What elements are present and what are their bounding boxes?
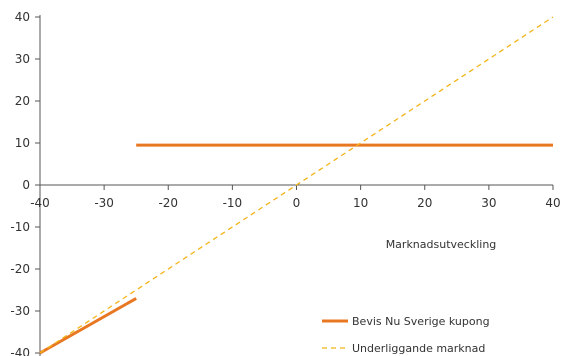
labels-layer: -40 -30 -20 -10 0 10 20 30 40 -40 -30 -20 -10 0 10 20 30… [10, 10, 560, 356]
x-tick-label: -30 [94, 196, 114, 210]
y-tick-label: -40 [10, 346, 30, 356]
legend-label-0: Bevis Nu Sverige kupong [352, 315, 490, 328]
legend-label-1: Underliggande marknad [352, 342, 485, 355]
x-axis-title: Marknadsutveckling [386, 238, 497, 251]
x-tick-label: 20 [417, 196, 432, 210]
y-tick-label: 40 [15, 10, 30, 24]
y-tick-label: 0 [22, 178, 30, 192]
x-tick-label: -40 [30, 196, 50, 210]
bevis-kupong-line-segment-0 [39, 297, 137, 355]
y-tick-label: -30 [10, 304, 30, 318]
axes-layer [35, 15, 554, 356]
x-tick-label: -10 [223, 196, 243, 210]
legend: Bevis Nu Sverige kupong Underliggande mar… [322, 315, 490, 355]
series-layer [39, 16, 554, 355]
x-tick-label: -20 [158, 196, 178, 210]
x-tick-label: 0 [293, 196, 301, 210]
y-tick-label: 10 [15, 136, 30, 150]
x-tick-label: 30 [481, 196, 496, 210]
y-tick-label: 20 [15, 94, 30, 108]
y-tick-label: -20 [10, 262, 30, 276]
x-tick-label: 10 [353, 196, 368, 210]
y-tick-label: 30 [15, 52, 30, 66]
y-tick-label: -10 [10, 220, 30, 234]
x-tick-label: 40 [545, 196, 560, 210]
underlying-market-line-segment-0 [39, 16, 554, 354]
